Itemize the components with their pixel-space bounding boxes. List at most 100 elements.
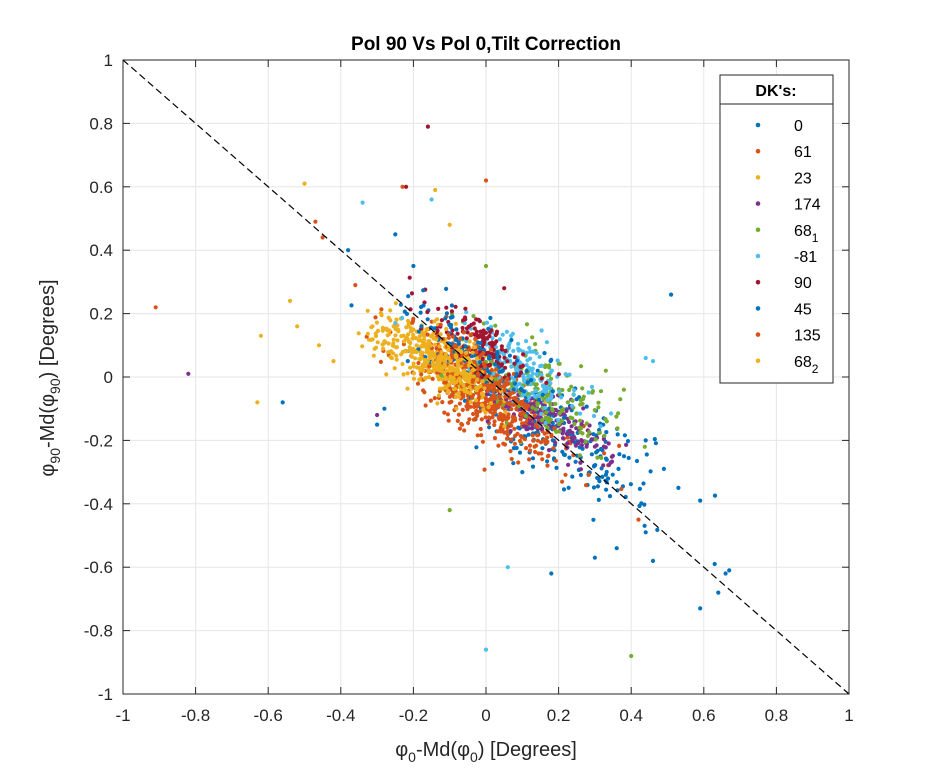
y-axis-ticks: -1 -0.8 -0.6 -0.4 -0.2 0 0.2 0.4 0.6 0.8 1 bbox=[84, 51, 849, 704]
data-point bbox=[634, 458, 640, 464]
data-point bbox=[419, 324, 424, 329]
data-point bbox=[571, 392, 576, 397]
data-point bbox=[446, 347, 451, 352]
data-point bbox=[413, 336, 418, 341]
data-point bbox=[443, 364, 448, 369]
data-points bbox=[153, 124, 772, 659]
data-point bbox=[514, 445, 519, 451]
data-point bbox=[406, 322, 411, 327]
legend-marker bbox=[755, 148, 761, 154]
data-point bbox=[553, 458, 559, 463]
data-point bbox=[503, 348, 508, 354]
legend-label-text: 68 bbox=[794, 223, 812, 240]
data-point bbox=[595, 448, 600, 453]
data-point bbox=[535, 438, 541, 443]
data-point bbox=[483, 415, 488, 420]
data-point bbox=[530, 456, 536, 461]
data-point bbox=[408, 340, 413, 346]
data-point bbox=[577, 453, 583, 458]
data-point bbox=[373, 333, 379, 339]
legend-marker bbox=[755, 332, 761, 337]
data-point bbox=[457, 401, 462, 406]
y-label-tail: ) [Degrees] bbox=[37, 279, 59, 378]
data-point bbox=[521, 352, 526, 357]
data-point bbox=[418, 352, 423, 357]
data-point bbox=[498, 389, 503, 394]
y-tick-label: 0 bbox=[104, 368, 113, 387]
data-point bbox=[487, 425, 492, 430]
data-point bbox=[491, 389, 496, 394]
data-point bbox=[510, 419, 515, 424]
data-point bbox=[604, 487, 609, 492]
data-point bbox=[506, 343, 511, 349]
data-point bbox=[411, 376, 417, 381]
legend-marker bbox=[755, 279, 761, 285]
data-point bbox=[698, 606, 703, 611]
data-point bbox=[393, 232, 398, 237]
data-point bbox=[459, 371, 464, 376]
data-point bbox=[422, 357, 427, 363]
data-point bbox=[485, 419, 490, 424]
data-point bbox=[476, 372, 481, 377]
data-point bbox=[394, 317, 399, 322]
data-point bbox=[413, 356, 418, 361]
data-point bbox=[443, 352, 449, 357]
data-point bbox=[616, 466, 621, 471]
data-point bbox=[543, 420, 548, 426]
x-axis-ticks: -1 -0.8 -0.6 -0.4 -0.2 0 0.2 0.4 0.6 0.8 1 bbox=[115, 60, 854, 725]
data-point bbox=[378, 359, 383, 364]
legend-label-text: 61 bbox=[794, 144, 812, 161]
data-point bbox=[614, 480, 619, 485]
data-point bbox=[400, 361, 405, 367]
data-point bbox=[544, 440, 550, 445]
data-point bbox=[476, 317, 481, 322]
data-point bbox=[614, 414, 619, 419]
data-point bbox=[530, 405, 535, 410]
data-point bbox=[426, 375, 432, 380]
data-point bbox=[546, 416, 551, 421]
data-point bbox=[467, 347, 472, 352]
data-point bbox=[712, 493, 718, 498]
data-point bbox=[525, 374, 531, 379]
data-point bbox=[563, 372, 568, 377]
data-point bbox=[501, 441, 506, 446]
data-point bbox=[498, 411, 503, 416]
data-point bbox=[572, 388, 577, 393]
data-point bbox=[502, 286, 507, 291]
data-point bbox=[545, 373, 550, 378]
data-point bbox=[287, 298, 293, 303]
data-point bbox=[570, 439, 575, 444]
data-point bbox=[570, 398, 575, 403]
data-point bbox=[425, 124, 430, 129]
data-point bbox=[520, 470, 525, 475]
data-point bbox=[607, 494, 613, 499]
data-point bbox=[483, 396, 488, 401]
data-point bbox=[424, 347, 429, 352]
data-point bbox=[456, 412, 461, 417]
legend-marker bbox=[755, 122, 761, 128]
data-point bbox=[467, 417, 472, 422]
data-point bbox=[396, 329, 401, 334]
data-point bbox=[421, 288, 426, 293]
data-point bbox=[470, 379, 475, 384]
data-point bbox=[462, 387, 467, 392]
data-point bbox=[516, 341, 521, 346]
data-point bbox=[486, 356, 492, 361]
data-point bbox=[643, 438, 648, 443]
data-point bbox=[437, 344, 442, 349]
data-point bbox=[474, 350, 479, 355]
data-point bbox=[392, 366, 397, 371]
data-point bbox=[475, 377, 480, 382]
data-point bbox=[518, 417, 523, 422]
data-point bbox=[462, 428, 467, 433]
data-point bbox=[541, 396, 546, 401]
data-point bbox=[461, 368, 466, 373]
data-point bbox=[537, 397, 542, 402]
data-point bbox=[442, 410, 447, 415]
data-point bbox=[468, 332, 473, 337]
x-tick-label: 0.6 bbox=[692, 706, 716, 725]
data-point bbox=[493, 323, 498, 328]
data-point bbox=[604, 430, 609, 435]
data-point bbox=[502, 355, 507, 360]
x-label-sub2: 0 bbox=[470, 749, 478, 765]
